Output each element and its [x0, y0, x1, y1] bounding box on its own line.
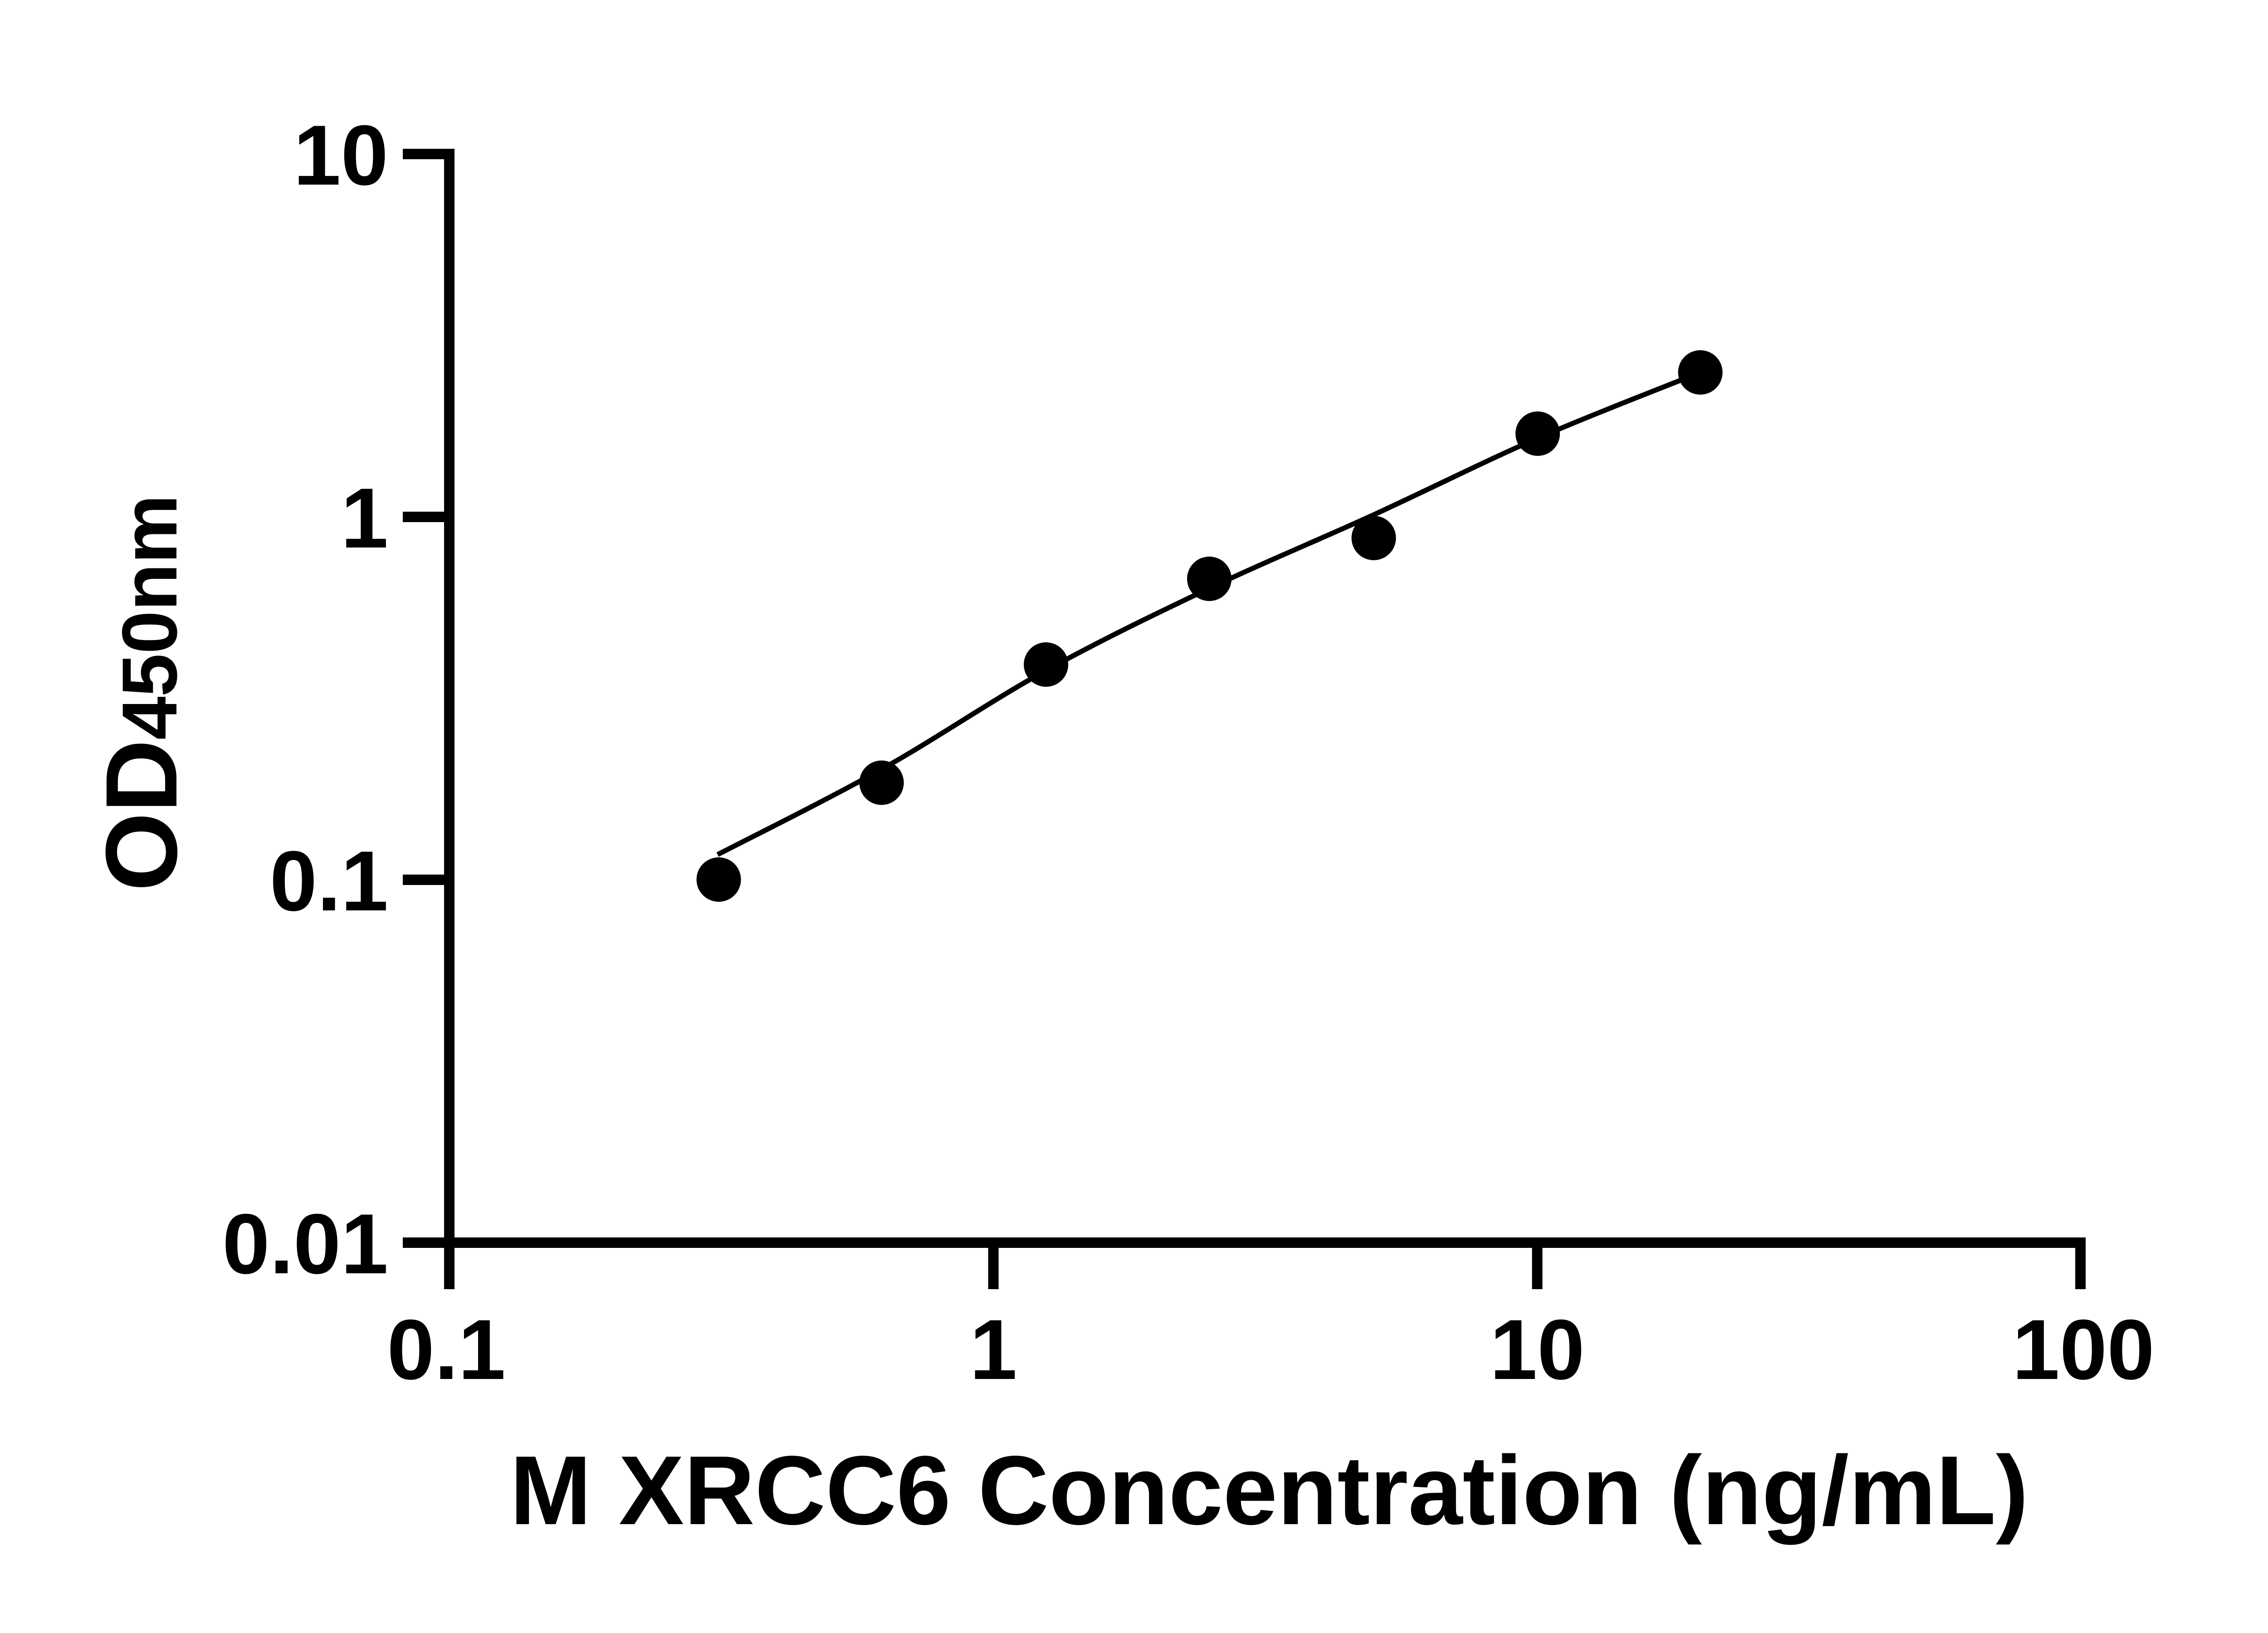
- svg-text:0.01: 0.01: [222, 1196, 388, 1291]
- svg-text:1: 1: [970, 1302, 1017, 1397]
- svg-text:1: 1: [341, 470, 388, 566]
- svg-text:OD450nm: OD450nm: [85, 495, 198, 891]
- svg-text:100: 100: [2012, 1302, 2155, 1397]
- svg-text:M XRCC6 Concentration (ng/mL): M XRCC6 Concentration (ng/mL): [510, 1435, 2028, 1545]
- svg-text:10: 10: [1490, 1302, 1584, 1397]
- svg-text:10: 10: [293, 108, 388, 203]
- svg-text:0.1: 0.1: [387, 1302, 505, 1397]
- svg-text:0.1: 0.1: [270, 833, 388, 929]
